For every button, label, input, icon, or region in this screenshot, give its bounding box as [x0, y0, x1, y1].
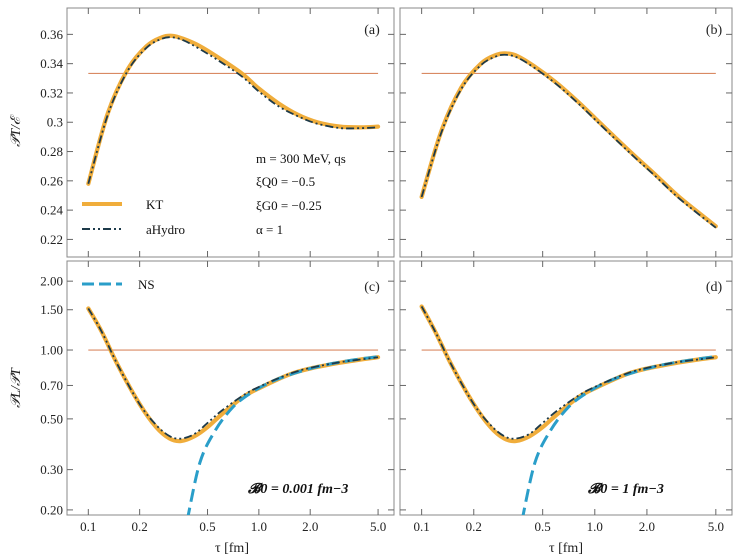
- y-tick-label: 0.34: [40, 56, 63, 71]
- param-xi-q: ξQ0 = −0.5: [256, 174, 315, 189]
- legend-ahydro-label: aHydro: [146, 222, 185, 237]
- x-tick-label: 1.0: [251, 519, 267, 534]
- y-tick-label: 0.36: [40, 27, 63, 42]
- panel-d-label: (d): [706, 280, 723, 295]
- reference-lines: [88, 72, 716, 351]
- x-tick-label: 2.0: [639, 519, 655, 534]
- x-tick-label: 0.1: [414, 519, 430, 534]
- panel-b-ahydro-curve: [420, 53, 717, 229]
- parameter-annotation: m = 300 MeV, qs ξQ0 = −0.5 ξG0 = −0.25 α…: [256, 151, 346, 237]
- x-tick-label: 2.0: [302, 519, 318, 534]
- y-tick-label: 0.26: [40, 173, 63, 188]
- x-tick-label: 5.0: [708, 519, 724, 534]
- param-mass: m = 300 MeV, qs: [256, 151, 346, 166]
- y-tick-label: 0.22: [40, 232, 63, 247]
- axis-ticks: 0.22 0.24 0.26 0.28 0.3 0.32 0.34 0.36 0.1 0.2 0.5…: [40, 8, 732, 534]
- legend: KT aHydro NS: [82, 197, 185, 292]
- panel-a-label: (a): [364, 23, 380, 38]
- x-tick-label: 1.0: [587, 519, 603, 534]
- x-tick-label: 0.5: [199, 519, 215, 534]
- b0-annotation-d: 𝓑0 = 1 fm−3: [587, 482, 664, 497]
- y-tick-label: 0.30: [40, 462, 63, 477]
- x-tick-label: 0.1: [80, 519, 96, 534]
- y-tick-label: 0.20: [40, 502, 63, 517]
- legend-ns-label: NS: [138, 277, 155, 292]
- y-tick-label: 0.32: [40, 85, 63, 100]
- y-tick-label: 1.00: [40, 343, 63, 358]
- panel-c-frame: [66, 260, 395, 516]
- panel-d-frame: [399, 260, 733, 516]
- legend-kt-label: KT: [146, 197, 163, 212]
- panel-b-kt-curve: [419, 51, 718, 229]
- x-tick-label: 0.2: [132, 519, 148, 534]
- y-tick-label: 0.50: [40, 411, 63, 426]
- panel-b-frame: [399, 7, 733, 258]
- y-tick-label: 0.24: [40, 203, 63, 218]
- panel-c-label: (c): [364, 280, 380, 295]
- panel-c-kt-curve: [86, 306, 381, 444]
- y-axis-label-top: 𝒫T/ℰ: [9, 113, 24, 147]
- y-tick-label: 0.70: [40, 378, 63, 393]
- x-tick-label: 0.2: [466, 519, 482, 534]
- panel-d-ahydro-curve: [420, 306, 716, 440]
- x-axis-label-right: τ [fm]: [549, 541, 583, 556]
- y-tick-label: 2.00: [40, 274, 63, 289]
- x-tick-label: 5.0: [370, 519, 386, 534]
- x-axis-label-left: τ [fm]: [215, 541, 249, 556]
- param-xi-g: ξG0 = −0.25: [256, 198, 322, 213]
- y-axis-label-bottom: 𝒫L/𝒫T: [9, 367, 24, 408]
- y-tick-label: 1.50: [40, 302, 63, 317]
- panel-c-ahydro-curve: [87, 307, 379, 440]
- panel-a-ahydro-curve: [87, 36, 379, 185]
- panel-a-kt-curve: [86, 33, 381, 186]
- param-alpha: α = 1: [256, 222, 283, 237]
- curves: [86, 33, 718, 515]
- y-tick-label: 0.3: [47, 115, 63, 130]
- panel-d-kt-curve: [419, 304, 718, 444]
- y-tick-label: 0.28: [40, 144, 63, 159]
- panel-b-label: (b): [706, 23, 723, 38]
- x-tick-label: 0.5: [535, 519, 551, 534]
- b0-annotation-c: 𝓑0 = 0.001 fm−3: [247, 482, 348, 497]
- panel-a-frame: [66, 7, 395, 258]
